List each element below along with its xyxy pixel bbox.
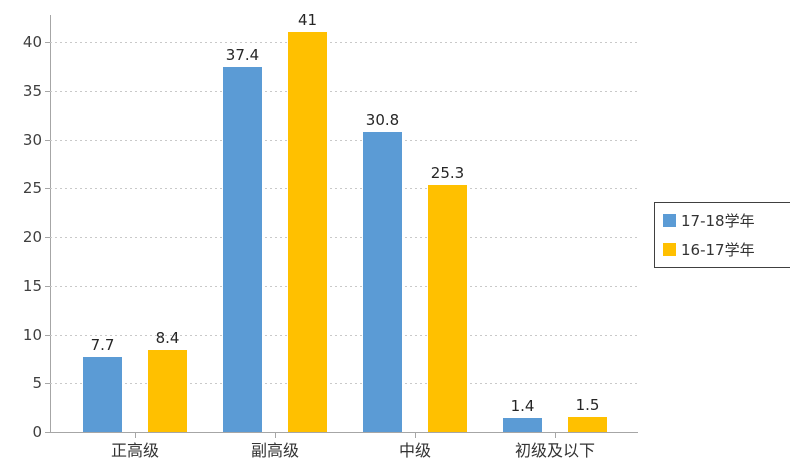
y-tick-0 — [45, 432, 50, 433]
bar-series1-中级 — [363, 132, 402, 432]
bar-series2-副高级 — [288, 32, 327, 432]
gridline-40 — [50, 42, 638, 43]
y-tick-20 — [45, 237, 50, 238]
gridline-15 — [50, 285, 638, 287]
legend-item-17-18: 17-18学年 — [663, 210, 785, 231]
y-tick-25 — [45, 188, 50, 190]
y-tick-label-35: 35 — [22, 81, 42, 100]
x-category-label: 正高级 — [110, 441, 159, 460]
legend-item-16-17: 16-17学年 — [663, 239, 785, 260]
gridline-30 — [50, 139, 638, 141]
gridline-25 — [50, 188, 638, 190]
bar-value-label: 1.4 — [510, 397, 535, 415]
gridline-35 — [50, 90, 638, 92]
bar-value-label: 41 — [297, 11, 318, 29]
bar-value-label: 7.7 — [90, 336, 115, 354]
bar-series1-正高级 — [83, 357, 122, 432]
y-tick-label-20: 20 — [22, 228, 42, 246]
y-tick-40 — [45, 42, 50, 43]
x-category-label: 副高级 — [250, 441, 299, 460]
y-tick-35 — [45, 90, 50, 92]
gridline-10 — [50, 334, 638, 336]
bar-value-label: 8.4 — [155, 329, 180, 347]
y-tick-label-0: 0 — [32, 423, 42, 441]
legend-swatch-yellow-icon — [663, 243, 676, 256]
y-tick-label-25: 25 — [22, 179, 42, 198]
legend-swatch-blue-icon — [663, 214, 676, 227]
y-tick-label-5: 5 — [32, 374, 42, 393]
bar-series1-初级及以下 — [503, 418, 542, 432]
y-axis-line — [50, 15, 51, 433]
gridline-20 — [50, 237, 638, 238]
x-tick-3 — [415, 433, 416, 438]
x-tick-2 — [275, 433, 276, 438]
bar-series2-中级 — [428, 185, 467, 432]
legend-label-16-17: 16-17学年 — [681, 241, 755, 259]
y-tick-15 — [45, 285, 50, 287]
x-tick-4 — [555, 433, 556, 438]
bar-series2-初级及以下 — [568, 417, 607, 432]
x-category-label: 中级 — [398, 441, 431, 460]
x-axis-line — [50, 432, 638, 433]
y-tick-label-10: 10 — [22, 325, 42, 344]
bar-value-label: 30.8 — [365, 111, 400, 129]
y-tick-label-15: 15 — [22, 276, 42, 295]
bar-series2-正高级 — [148, 350, 187, 432]
y-tick-5 — [45, 383, 50, 385]
bar-value-label: 37.4 — [225, 46, 260, 64]
bar-series1-副高级 — [223, 67, 262, 432]
bar-value-label: 25.3 — [430, 164, 465, 182]
y-tick-30 — [45, 139, 50, 141]
y-tick-10 — [45, 334, 50, 336]
x-tick-1 — [135, 433, 136, 438]
y-tick-label-40: 40 — [22, 33, 42, 51]
legend: 17-18学年 16-17学年 — [654, 202, 790, 268]
legend-label-17-18: 17-18学年 — [681, 212, 755, 230]
gridline-5 — [50, 383, 638, 385]
y-tick-label-30: 30 — [22, 130, 42, 149]
x-category-label: 初级及以下 — [514, 441, 595, 460]
bar-value-label: 1.5 — [575, 396, 600, 414]
